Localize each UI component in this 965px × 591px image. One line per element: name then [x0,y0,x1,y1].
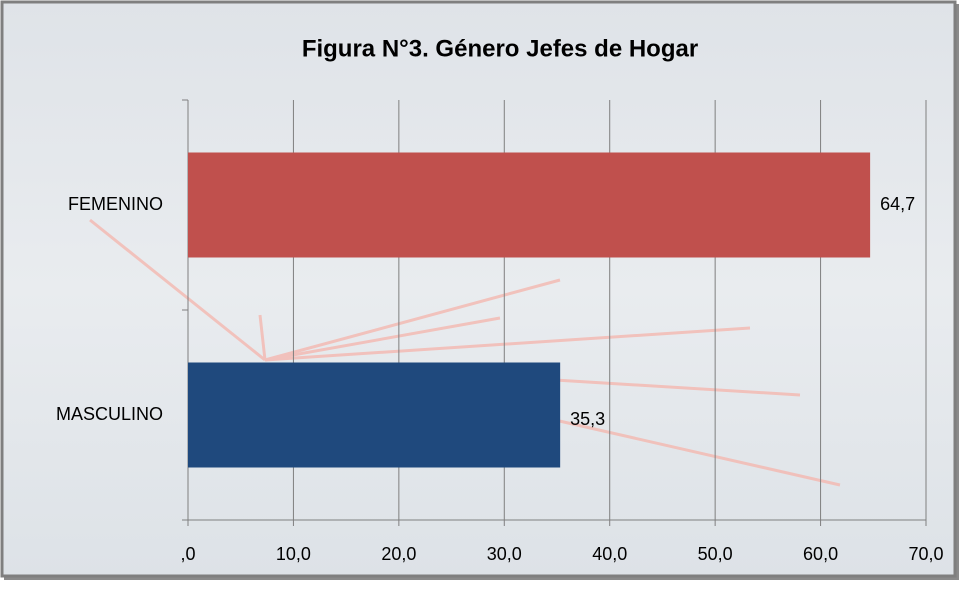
x-tick-label: 10,0 [276,544,311,564]
frame [0,0,957,578]
y-tick-label: FEMENINO [68,194,163,214]
y-tick-label: MASCULINO [56,404,163,424]
value-label: 64,7 [880,194,915,214]
bar [188,152,871,258]
x-tick-label: 60,0 [803,544,838,564]
x-tick-label: ,0 [180,544,195,564]
x-tick-label: 50,0 [698,544,733,564]
map-arrows [89,218,841,487]
x-tick-label: 20,0 [381,544,416,564]
x-tick-label: 30,0 [487,544,522,564]
value-label: 35,3 [570,409,605,429]
x-tick-label: 70,0 [908,544,943,564]
x-tick-label: 40,0 [592,544,627,564]
chart-title: Figura N°3. Género Jefes de Hogar [302,35,698,62]
bar [188,362,561,468]
